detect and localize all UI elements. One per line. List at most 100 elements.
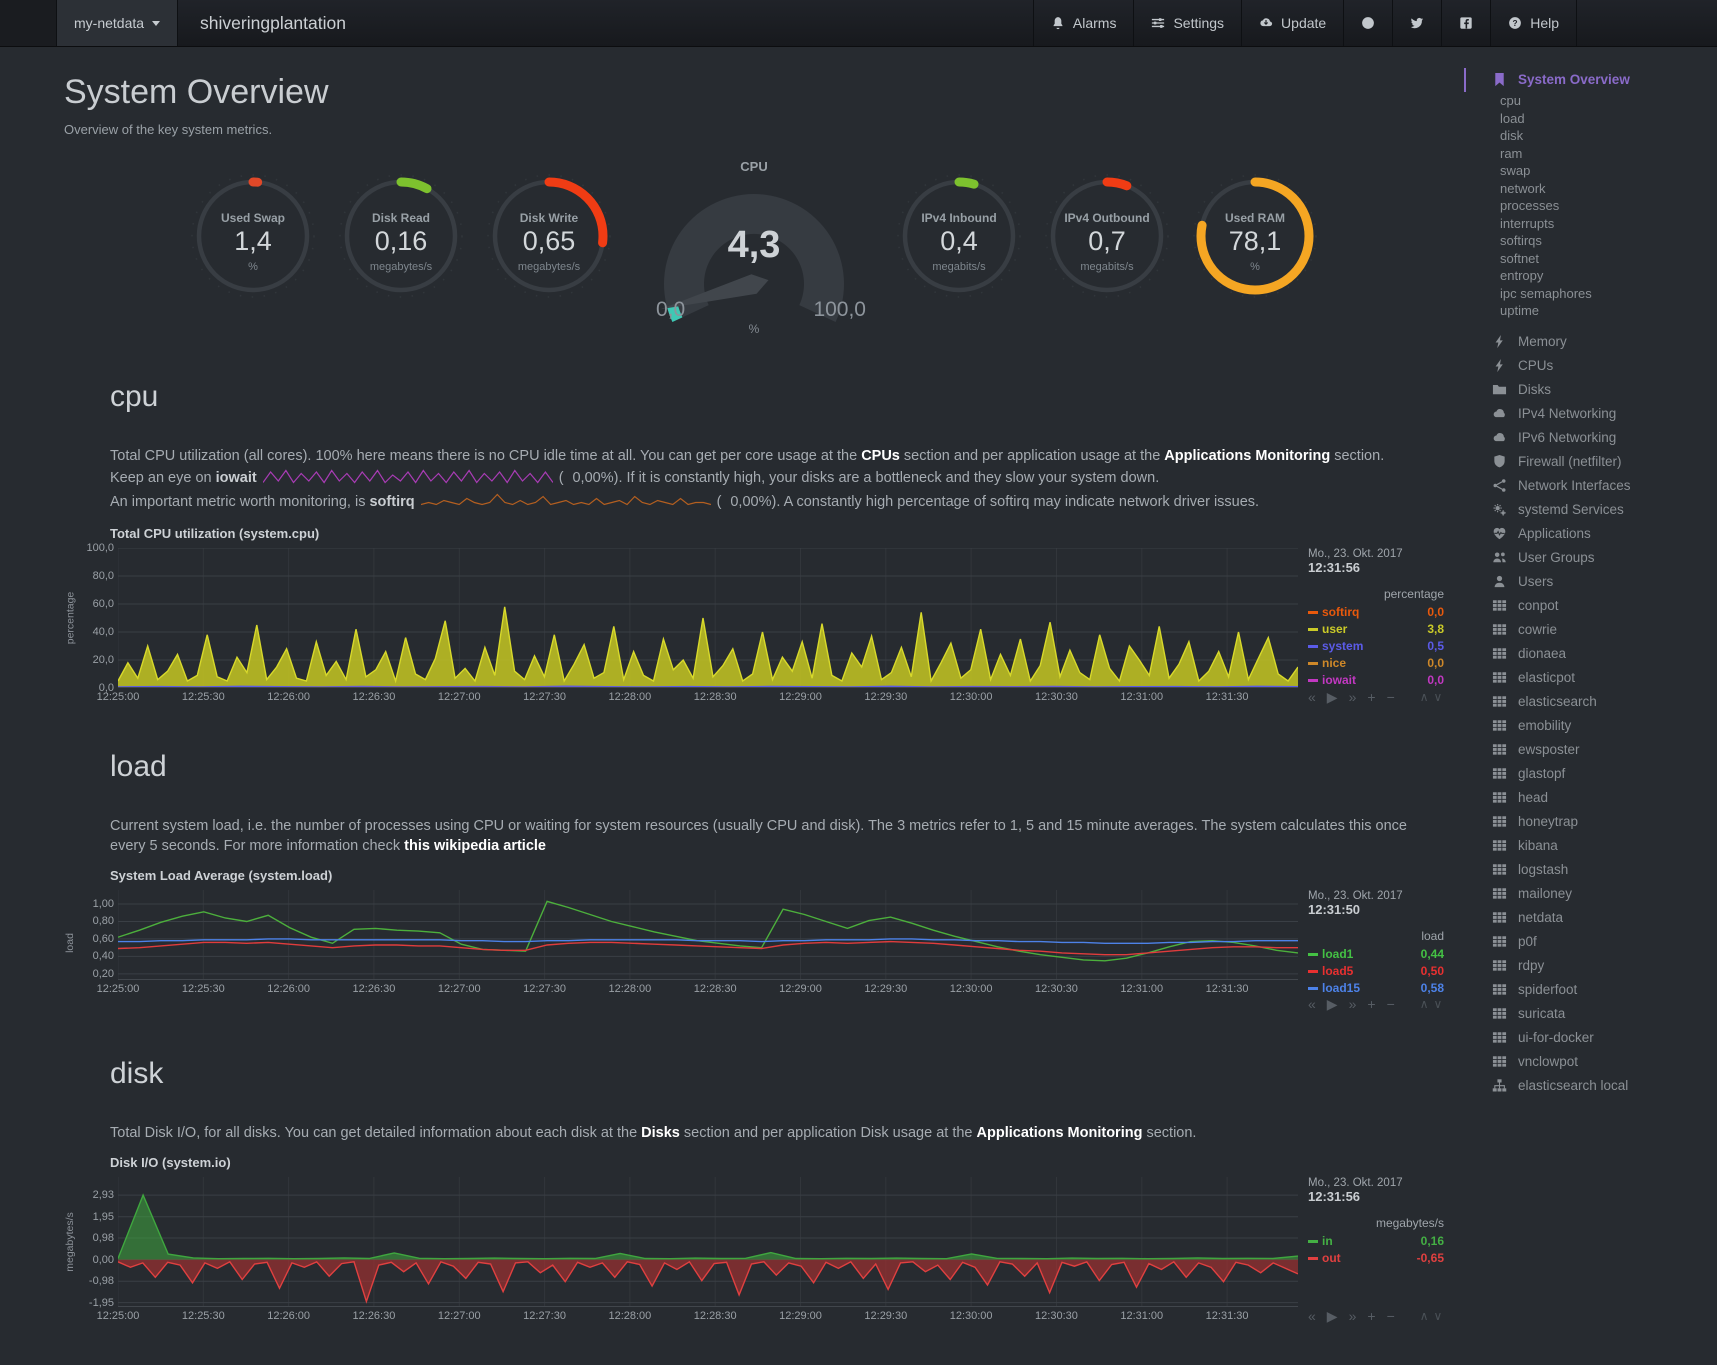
zoom-in-button[interactable]: + (1367, 996, 1376, 1012)
applications-monitoring-link[interactable]: Applications Monitoring (976, 1125, 1143, 1141)
sidebar-item-suricata[interactable]: suricata (1464, 1002, 1717, 1026)
sidebar-item-applications[interactable]: Applications (1464, 522, 1717, 546)
play-button[interactable]: ▶ (1326, 1308, 1338, 1324)
gauge-used-ram-chart[interactable]: Used RAM 78,1% (1192, 173, 1318, 299)
sidebar-item-softnet[interactable]: softnet (1464, 250, 1717, 268)
resize-down-button[interactable]: ∨ (1433, 690, 1443, 704)
sidebar-item-network-interfaces[interactable]: Network Interfaces (1464, 474, 1717, 498)
chart-plot-area[interactable] (118, 1177, 1298, 1307)
legend-entry-load5[interactable]: load5 0,50 (1308, 963, 1444, 980)
gauge-disk-read-chart[interactable]: Disk Read 0,16 megabytes/s (338, 173, 464, 299)
resize-up-button[interactable]: ∧ (1419, 690, 1429, 704)
nav-github-button[interactable] (1343, 0, 1392, 46)
sidebar-item-vnclowpot[interactable]: vnclowpot (1464, 1050, 1717, 1074)
sidebar-item-mailoney[interactable]: mailoney (1464, 882, 1717, 906)
nav-twitter-button[interactable] (1392, 0, 1441, 46)
sidebar-item-emobility[interactable]: emobility (1464, 714, 1717, 738)
sidebar-item-memory[interactable]: Memory (1464, 330, 1717, 354)
zoom-out-button[interactable]: − (1386, 996, 1395, 1012)
pan-backward-button[interactable]: « (1308, 689, 1316, 705)
sidebar-item-systemd-services[interactable]: systemd Services (1464, 498, 1717, 522)
zoom-out-button[interactable]: − (1386, 1308, 1395, 1324)
zoom-in-button[interactable]: + (1367, 689, 1376, 705)
legend-entry-iowait[interactable]: iowait 0,0 (1308, 672, 1444, 689)
sidebar-item-swap[interactable]: swap (1464, 162, 1717, 180)
sidebar-item-ipv6-networking[interactable]: IPv6 Networking (1464, 426, 1717, 450)
cpus-link[interactable]: CPUs (861, 448, 900, 464)
sidebar-item-users[interactable]: Users (1464, 570, 1717, 594)
play-button[interactable]: ▶ (1326, 689, 1338, 705)
pan-forward-button[interactable]: » (1348, 1308, 1357, 1324)
legend-entry-nice[interactable]: nice 0,0 (1308, 655, 1444, 672)
zoom-out-button[interactable]: − (1386, 689, 1395, 705)
sidebar-item-disk[interactable]: disk (1464, 127, 1717, 145)
nav-alarms-button[interactable]: Alarms (1032, 0, 1134, 46)
legend-entry-user[interactable]: user 3,8 (1308, 621, 1444, 638)
legend-entry-in[interactable]: in 0,16 (1308, 1233, 1444, 1250)
nav-update-button[interactable]: Update (1241, 0, 1343, 46)
sidebar-item-elasticpot[interactable]: elasticpot (1464, 666, 1717, 690)
sidebar-item-glastopf[interactable]: glastopf (1464, 762, 1717, 786)
pan-backward-button[interactable]: « (1308, 1308, 1316, 1324)
chart-plot-area[interactable] (118, 890, 1298, 980)
sidebar-item-kibana[interactable]: kibana (1464, 834, 1717, 858)
my-netdata-menu[interactable]: my-netdata (57, 0, 179, 46)
nav-facebook-button[interactable] (1441, 0, 1490, 46)
resize-up-button[interactable]: ∧ (1419, 1309, 1429, 1323)
sidebar-item-ui-for-docker[interactable]: ui-for-docker (1464, 1026, 1717, 1050)
resize-up-button[interactable]: ∧ (1419, 997, 1429, 1011)
chart-plot-area[interactable] (118, 548, 1298, 688)
legend-entry-load1[interactable]: load1 0,44 (1308, 946, 1444, 963)
pan-forward-button[interactable]: » (1348, 996, 1357, 1012)
gauge-ipv4-inbound-chart[interactable]: IPv4 Inbound 0,4 megabits/s (896, 173, 1022, 299)
sidebar-item-elasticsearch[interactable]: elasticsearch (1464, 690, 1717, 714)
sidebar-item-ipv4-networking[interactable]: IPv4 Networking (1464, 402, 1717, 426)
sidebar-item-firewall-netfilter[interactable]: Firewall (netfilter) (1464, 450, 1717, 474)
sidebar-item-interrupts[interactable]: interrupts (1464, 215, 1717, 233)
sidebar-item-cpu[interactable]: cpu (1464, 92, 1717, 110)
sidebar-item-uptime[interactable]: uptime (1464, 302, 1717, 320)
sidebar-item-entropy[interactable]: entropy (1464, 267, 1717, 285)
sidebar-item-cowrie[interactable]: cowrie (1464, 618, 1717, 642)
pan-backward-button[interactable]: « (1308, 996, 1316, 1012)
sidebar-item-softirqs[interactable]: softirqs (1464, 232, 1717, 250)
sidebar-item-load[interactable]: load (1464, 110, 1717, 128)
sidebar-item-processes[interactable]: processes (1464, 197, 1717, 215)
sidebar-item-logstash[interactable]: logstash (1464, 858, 1717, 882)
sidebar-item-dionaea[interactable]: dionaea (1464, 642, 1717, 666)
sidebar-item-rdpy[interactable]: rdpy (1464, 954, 1717, 978)
sidebar-item-netdata[interactable]: netdata (1464, 906, 1717, 930)
resize-down-button[interactable]: ∨ (1433, 1309, 1443, 1323)
gauge-cpu-chart[interactable]: 4,3 0,0 100,0 (642, 176, 866, 326)
gauge-used-swap-chart[interactable]: Used Swap 1,4% (190, 173, 316, 299)
legend-entry-out[interactable]: out -0,65 (1308, 1250, 1444, 1267)
sidebar-item-network[interactable]: network (1464, 180, 1717, 198)
nav-help-button[interactable]: ? Help (1490, 0, 1577, 46)
wikipedia-article-link[interactable]: this wikipedia article (404, 838, 546, 854)
resize-down-button[interactable]: ∨ (1433, 997, 1443, 1011)
play-button[interactable]: ▶ (1326, 996, 1338, 1012)
sidebar-item-ipc-semaphores[interactable]: ipc semaphores (1464, 285, 1717, 303)
sidebar-item-user-groups[interactable]: User Groups (1464, 546, 1717, 570)
sidebar-item-elasticsearch-local[interactable]: elasticsearch local (1464, 1074, 1717, 1098)
zoom-in-button[interactable]: + (1367, 1308, 1376, 1324)
sidebar-item-head[interactable]: head (1464, 786, 1717, 810)
sidebar-item-system-overview[interactable]: System Overview (1464, 68, 1717, 92)
sidebar-item-ram[interactable]: ram (1464, 145, 1717, 163)
legend-entry-softirq[interactable]: softirq 0,0 (1308, 604, 1444, 621)
sidebar-item-disks[interactable]: Disks (1464, 378, 1717, 402)
pan-forward-button[interactable]: » (1348, 689, 1357, 705)
gauge-ipv4-outbound-chart[interactable]: IPv4 Outbound 0,7 megabits/s (1044, 173, 1170, 299)
sidebar-item-spiderfoot[interactable]: spiderfoot (1464, 978, 1717, 1002)
legend-entry-load15[interactable]: load15 0,58 (1308, 980, 1444, 997)
applications-monitoring-link[interactable]: Applications Monitoring (1164, 448, 1331, 464)
sidebar-item-cpus[interactable]: CPUs (1464, 354, 1717, 378)
sidebar-item-p0f[interactable]: p0f (1464, 930, 1717, 954)
disks-link[interactable]: Disks (641, 1125, 680, 1141)
legend-entry-system[interactable]: system 0,5 (1308, 638, 1444, 655)
sidebar-item-honeytrap[interactable]: honeytrap (1464, 810, 1717, 834)
gauge-disk-write-chart[interactable]: Disk Write 0,65 megabytes/s (486, 173, 612, 299)
sidebar-item-ewsposter[interactable]: ewsposter (1464, 738, 1717, 762)
nav-settings-button[interactable]: Settings (1133, 0, 1241, 46)
sidebar-item-conpot[interactable]: conpot (1464, 594, 1717, 618)
